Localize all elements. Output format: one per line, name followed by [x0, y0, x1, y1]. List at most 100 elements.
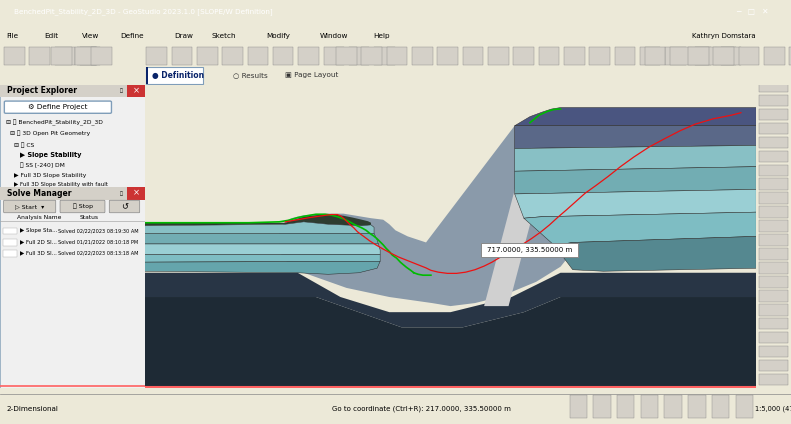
Polygon shape: [554, 237, 756, 271]
Bar: [759, 192, 788, 204]
FancyBboxPatch shape: [109, 200, 140, 213]
Polygon shape: [145, 297, 756, 388]
Bar: [222, 47, 243, 65]
Bar: [298, 47, 319, 65]
Text: ▶ Full 3D Sl...: ▶ Full 3D Sl...: [21, 251, 57, 256]
Bar: [739, 47, 759, 65]
Polygon shape: [515, 126, 756, 148]
Bar: [437, 47, 458, 65]
Polygon shape: [515, 190, 756, 218]
Text: ▶ Slope Stability: ▶ Slope Stability: [21, 152, 81, 158]
Text: ● Definition: ● Definition: [152, 71, 204, 80]
Bar: [759, 248, 788, 260]
Text: ⊟ 🌐 BenchedPit_Stability_2D_3D: ⊟ 🌐 BenchedPit_Stability_2D_3D: [6, 119, 103, 126]
Polygon shape: [145, 254, 380, 262]
Bar: [759, 137, 788, 148]
Bar: [759, 346, 788, 357]
Text: Sketch: Sketch: [212, 33, 237, 39]
Text: ⏹ Stop: ⏹ Stop: [73, 204, 93, 209]
Bar: [716, 47, 736, 65]
Bar: [127, 187, 145, 200]
Bar: [759, 318, 788, 329]
Text: ×: ×: [133, 189, 139, 198]
Text: ▶ Full 2D Sl...: ▶ Full 2D Sl...: [21, 240, 57, 245]
Bar: [463, 47, 483, 65]
Bar: [248, 47, 268, 65]
Bar: [759, 179, 788, 190]
Bar: [172, 47, 192, 65]
Bar: [349, 47, 369, 65]
Text: 2-Dimensional: 2-Dimensional: [6, 406, 59, 412]
Text: Modify: Modify: [266, 33, 290, 39]
Bar: [617, 395, 634, 418]
Text: Edit: Edit: [44, 33, 59, 39]
Polygon shape: [145, 222, 374, 233]
Bar: [641, 395, 658, 418]
Polygon shape: [515, 108, 756, 126]
Text: Window: Window: [320, 33, 348, 39]
Bar: [197, 47, 218, 65]
Text: File: File: [6, 33, 18, 39]
Bar: [759, 81, 788, 92]
Bar: [665, 47, 686, 65]
Bar: [146, 67, 203, 84]
Bar: [759, 109, 788, 120]
Bar: [91, 47, 112, 65]
Bar: [615, 47, 635, 65]
Text: 📌: 📌: [120, 191, 123, 196]
Bar: [712, 395, 729, 418]
Text: Help: Help: [373, 33, 390, 39]
Bar: [759, 206, 788, 218]
Polygon shape: [145, 273, 756, 327]
Text: ▶ Slope Sta...: ▶ Slope Sta...: [21, 229, 58, 233]
Bar: [324, 47, 344, 65]
Text: Status: Status: [80, 215, 99, 220]
Bar: [721, 47, 741, 65]
Bar: [789, 47, 791, 65]
Text: 717.0000, 335.50000 m: 717.0000, 335.50000 m: [486, 247, 572, 253]
FancyBboxPatch shape: [4, 200, 55, 213]
Bar: [539, 47, 559, 65]
Bar: [374, 47, 395, 65]
Bar: [75, 47, 96, 65]
FancyBboxPatch shape: [4, 101, 112, 113]
Bar: [759, 165, 788, 176]
Text: Solved 02/22/2023 08:13:18 AM: Solved 02/22/2023 08:13:18 AM: [58, 251, 138, 256]
Text: Kathryn Domstara: Kathryn Domstara: [692, 33, 755, 39]
Polygon shape: [515, 145, 756, 171]
Bar: [3, 228, 17, 234]
Bar: [670, 47, 691, 65]
Bar: [564, 47, 585, 65]
Text: Go to coordinate (Ctrl+R): 217.0000, 335.50000 m: Go to coordinate (Ctrl+R): 217.0000, 335…: [332, 406, 511, 412]
Bar: [0, 187, 145, 200]
Bar: [80, 47, 100, 65]
FancyBboxPatch shape: [481, 243, 577, 257]
Bar: [412, 47, 433, 65]
Text: View: View: [82, 33, 100, 39]
Polygon shape: [279, 126, 585, 306]
Bar: [759, 290, 788, 301]
Bar: [29, 47, 50, 65]
Bar: [488, 47, 509, 65]
Text: 📌: 📌: [120, 89, 123, 93]
Text: ▷ Start  ▾: ▷ Start ▾: [15, 204, 44, 209]
Bar: [759, 151, 788, 162]
Bar: [273, 47, 293, 65]
Polygon shape: [515, 167, 756, 194]
Bar: [688, 395, 706, 418]
Bar: [759, 360, 788, 371]
Text: ▶ Full 3D Slope Stability with fault: ▶ Full 3D Slope Stability with fault: [14, 182, 108, 187]
Bar: [589, 47, 610, 65]
Text: ─   □   ✕: ─ □ ✕: [736, 7, 769, 17]
Polygon shape: [145, 233, 378, 244]
Text: ○ Results: ○ Results: [233, 73, 268, 78]
Bar: [759, 276, 788, 287]
Bar: [0, 85, 145, 97]
Bar: [146, 47, 167, 65]
Bar: [713, 47, 734, 65]
Text: Draw: Draw: [174, 33, 193, 39]
Bar: [695, 47, 716, 65]
Bar: [759, 332, 788, 343]
Bar: [759, 234, 788, 246]
Bar: [759, 304, 788, 315]
